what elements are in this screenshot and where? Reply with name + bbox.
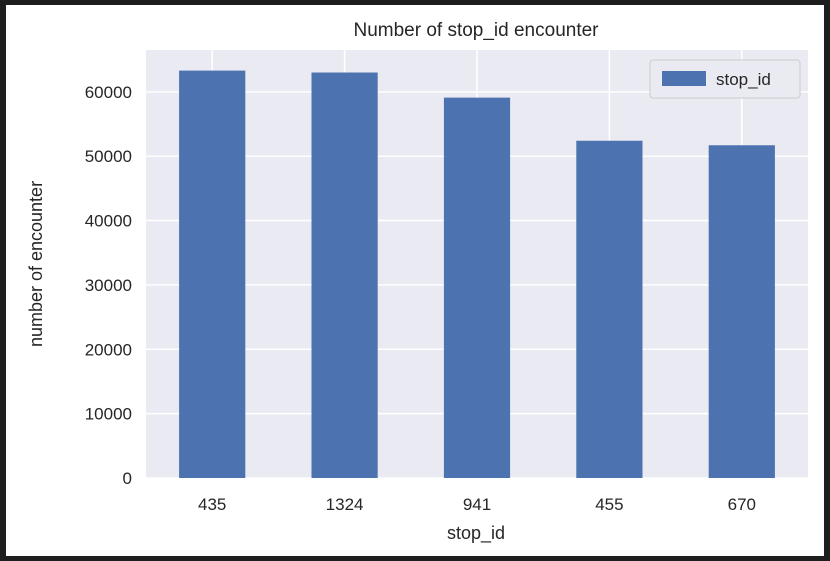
y-axis-label: number of encounter [26,181,46,347]
chart-title: Number of stop_id encounter [353,20,599,41]
x-axis-label: stop_id [447,523,505,544]
bar-455 [576,140,643,478]
bars [179,70,775,479]
bar-941 [443,97,511,478]
legend-box [649,59,801,99]
y-tick-label: 40000 [85,212,132,231]
legend: stop_id [649,59,801,99]
x-tick-label: 1324 [326,495,364,514]
y-tick-label: 10000 [85,405,132,424]
x-tick-label: 435 [198,495,226,514]
y-axis-ticks: 0 10000 20000 30000 40000 50000 60000 [85,83,132,488]
y-tick-label: 60000 [85,83,132,102]
chart-frame: Number of stop_id encounter 0 10000 20000 3… [6,5,824,556]
y-tick-label: 50000 [85,147,132,166]
x-axis-ticks: 435 1324 941 455 670 [198,495,756,514]
y-tick-label: 20000 [85,340,132,359]
y-tick-label: 30000 [85,276,132,295]
legend-swatch [662,71,706,86]
bar-chart: Number of stop_id encounter 0 10000 20000 3… [26,20,808,544]
legend-label: stop_id [716,70,771,89]
x-tick-label: 455 [595,495,623,514]
x-tick-label: 941 [463,495,491,514]
bar-1324 [311,72,378,479]
bar-670 [708,145,775,478]
y-tick-label: 0 [123,469,132,488]
bar-435 [179,70,246,478]
x-tick-label: 670 [728,495,756,514]
